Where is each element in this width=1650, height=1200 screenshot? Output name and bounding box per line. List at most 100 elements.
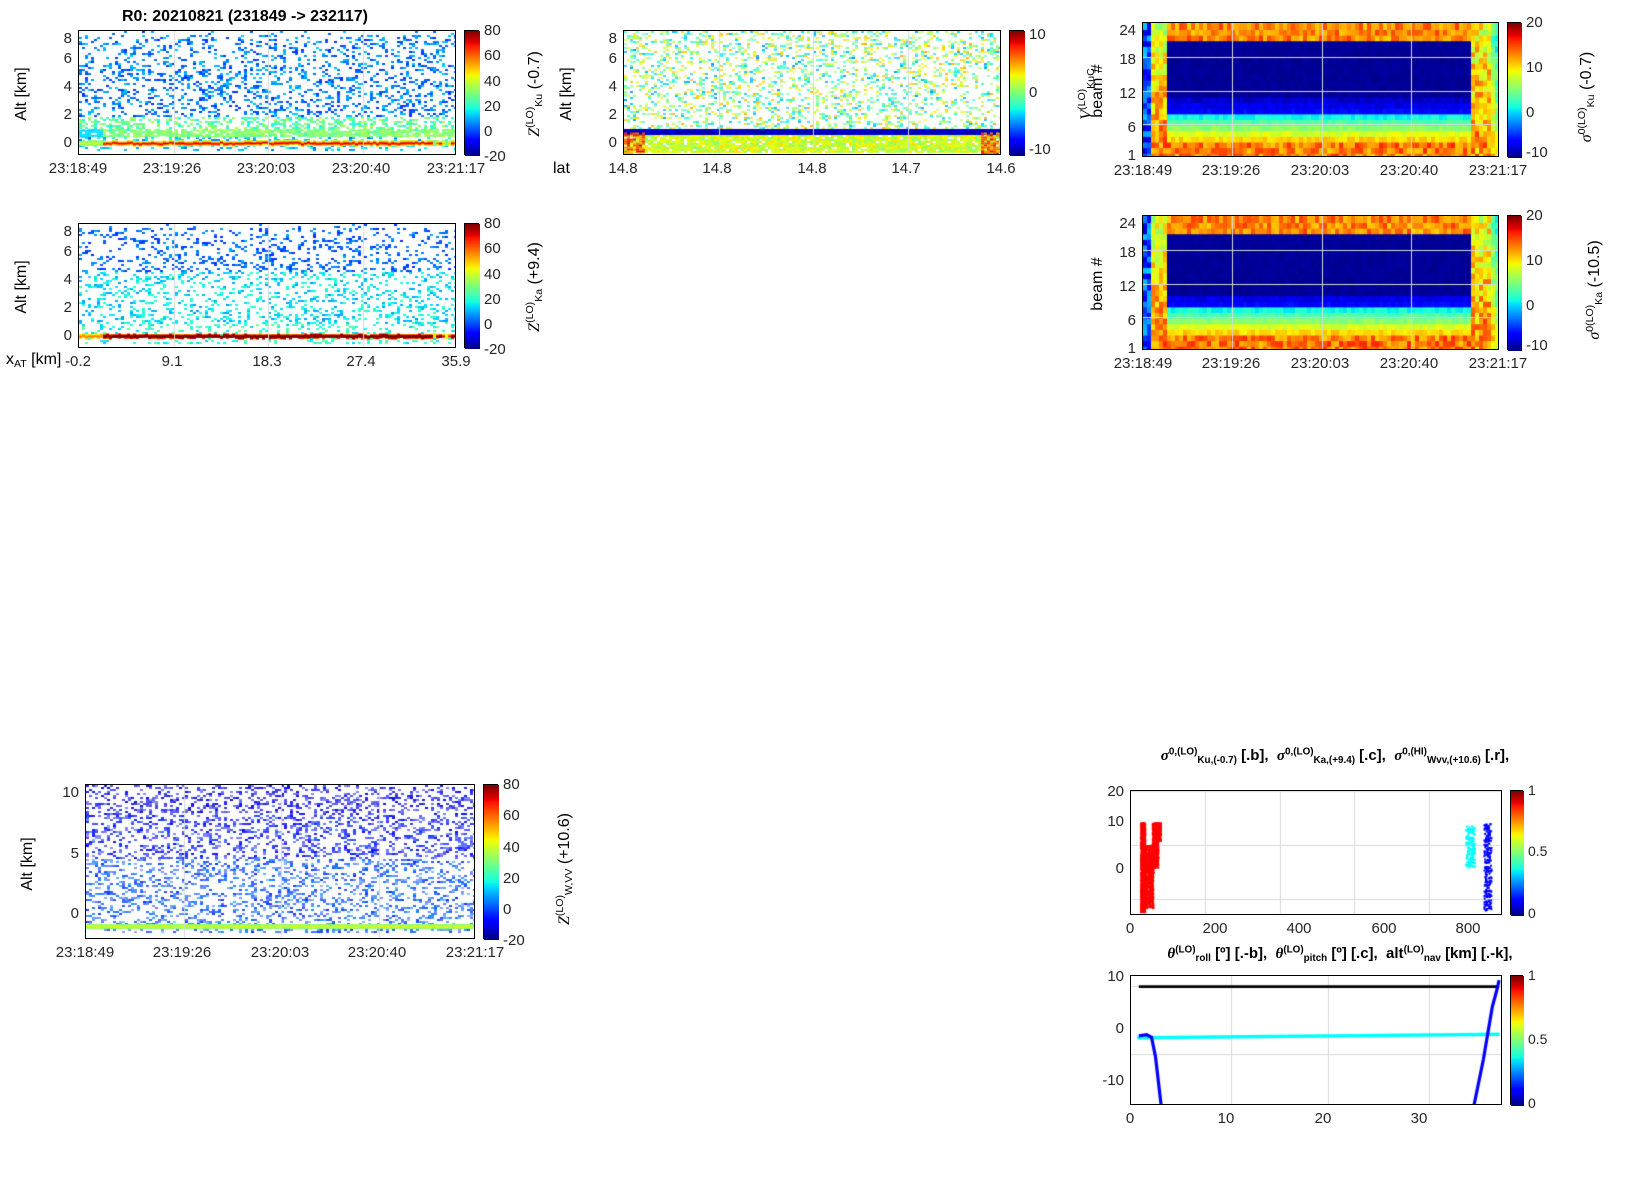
t7-s2-sym: σ [1276,748,1286,764]
t8-s1-sup: (LO) [1175,944,1196,956]
cbtick-kab-2: 10 [1526,252,1543,269]
ytick-ka-3: 6 [63,243,72,260]
t8-s2-sup: (LO) [1283,944,1304,956]
cbtick-kab-1: 0 [1526,297,1535,314]
panel-sigma0-timeseries: σ0,(LO)Ku,(-0.7) [.b], σ0,(LO)Ka,(+9.4) … [1090,735,1650,937]
t8-s3-sup: (LO) [1403,944,1424,956]
xtick-s0-0: 0 [1125,920,1135,937]
ytick-kub-3: 18 [1119,51,1136,68]
ytick-ka-0: 0 [63,327,72,344]
xtick-kub-4: 23:21:17 [1468,162,1528,179]
xtick-kab-2: 23:20:03 [1290,355,1350,372]
heatmap-w [86,785,474,938]
xtick-ku-1: 23:19:26 [142,160,202,177]
cbtick-kab-0: -10 [1526,337,1548,354]
cb-kub-sym: σ [1578,134,1595,143]
ytick-ka-1: 2 [63,299,72,316]
panel-nav-timeseries: θ(LO)roll [º] [.-b], θ(LO)pitch [º] [.c]… [1090,930,1650,1130]
xtick-s0-3: 600 [1371,920,1397,937]
colorbar-sigma0-timeseries [1510,790,1524,916]
axes-nav-timeseries [1130,975,1502,1105]
panel-ka-reflectivity: 0 2 4 6 8 -0.2 9.1 18.3 27.4 35.9 Alt [k… [0,195,545,390]
heatmap-ku-beam [1143,23,1498,156]
panel-kuc-velocity: 0 2 4 6 8 14.8 14.8 14.8 14.7 14.6 Alt [… [545,0,1097,195]
cbtick-ku-5: 80 [484,22,501,39]
ylabel-kub: beam # [1089,64,1106,118]
xtick-kub-2: 23:20:03 [1290,162,1350,179]
cbtick-ka-0: -20 [484,341,506,358]
cbtick-w-1: 0 [503,901,512,918]
t7-s3-sub: Wvv,(+10.6) [1426,754,1481,766]
colorbar-w [483,784,499,940]
ytick-kab-4: 24 [1119,215,1136,232]
heatmap-ku [79,31,455,154]
ytick-ku-4: 8 [63,30,72,47]
t8-s3-sym: alt [1386,945,1404,962]
cbtick-kub-2: 10 [1526,59,1543,76]
cb-kab-sub: Ka [1593,291,1606,305]
cbtick-w-2: 20 [503,870,520,887]
cb-kab-sym: σ [1586,331,1603,340]
line-nav [1131,976,1501,1104]
ytick-w-1: 5 [70,845,79,862]
cbtick-kub-1: 0 [1526,104,1535,121]
cb-kuc-sup: (LO) [1076,88,1089,110]
cbtick-kub-3: 20 [1526,14,1543,31]
cb-kub-sup: 0(LO) [1576,107,1589,135]
xtick-w-2: 23:20:03 [250,944,310,961]
ytick-kuc-4: 8 [608,30,617,47]
cbtick-s0-2: 1 [1528,782,1536,798]
xtick-ka-3: 27.4 [346,353,376,370]
ytick-ku-3: 6 [63,50,72,67]
cbtick-ka-1: 0 [484,316,493,333]
t8-s1-sub: roll [1195,952,1211,964]
xtick-s0-2: 400 [1286,920,1312,937]
t8-s3-sub: nav [1423,952,1441,964]
ytick-kuc-2: 4 [608,78,617,95]
cb-ka-sym: Z [526,322,543,332]
cbtick-nav-0: 0 [1528,1095,1536,1111]
axes-ku-reflectivity [78,30,456,155]
ytick-nav-2: 10 [1107,968,1124,985]
xlabel-ka-sub: AT [14,358,27,371]
xtick-nav-2: 20 [1314,1110,1332,1127]
ylabel-kab: beam # [1089,257,1106,311]
colorbar-label-w: Z(LO)W,VV (+10.6) [554,799,575,939]
xtick-kuc-4: 14.6 [986,160,1016,177]
ytick-kuc-1: 2 [608,106,617,123]
ytick-kub-0: 1 [1127,147,1136,164]
cbtick-w-4: 60 [503,807,520,824]
axes-ka-sigma0-beam [1142,215,1499,350]
t8-s3-tag: [.-k], [1480,945,1513,962]
cbtick-nav-1: 0.5 [1528,1031,1548,1047]
t8-s2-tag: [.c], [1351,945,1378,962]
xtick-kab-4: 23:21:17 [1468,355,1528,372]
panel-ku-sigma0-beam: 1 6 12 18 24 23:18:49 23:19:26 23:20:03 … [1089,0,1650,195]
t7-s1-sub: Ku,(-0.7) [1197,754,1237,766]
ytick-kuc-3: 6 [608,50,617,67]
t7-s3-tag: [.r], [1485,747,1510,764]
cbtick-kuc-2: 10 [1029,26,1046,43]
ylabel-ka: Alt [km] [13,260,30,314]
colorbar-ku [464,30,480,156]
t7-s1-sym: σ [1160,748,1169,764]
colorbar-label-ka-beam: σ0(LO)Ka (-10.5) [1584,215,1606,365]
cbtick-s0-1: 0.5 [1528,843,1548,859]
xtick-nav-3: 30 [1410,1110,1428,1127]
t8-s2-unit: [º] [1331,945,1347,962]
cbtick-nav-2: 1 [1528,967,1536,983]
axes-sigma0-timeseries [1130,790,1502,915]
axes-ku-sigma0-beam [1142,22,1499,157]
xtick-kub-3: 23:20:40 [1379,162,1439,179]
ytick-ku-0: 0 [63,134,72,151]
cbtick-kub-0: -10 [1526,144,1548,161]
xtick-kuc-3: 14.7 [891,160,921,177]
xtick-w-1: 23:19:26 [152,944,212,961]
ytick-kub-1: 6 [1127,119,1136,136]
xtick-ku-4: 23:21:17 [426,160,486,177]
cbtick-ka-2: 20 [484,291,501,308]
xtick-s0-4: 800 [1455,920,1481,937]
cbtick-w-5: 80 [503,776,520,793]
axes-ka-reflectivity [78,223,456,348]
colorbar-kuc [1009,30,1025,156]
